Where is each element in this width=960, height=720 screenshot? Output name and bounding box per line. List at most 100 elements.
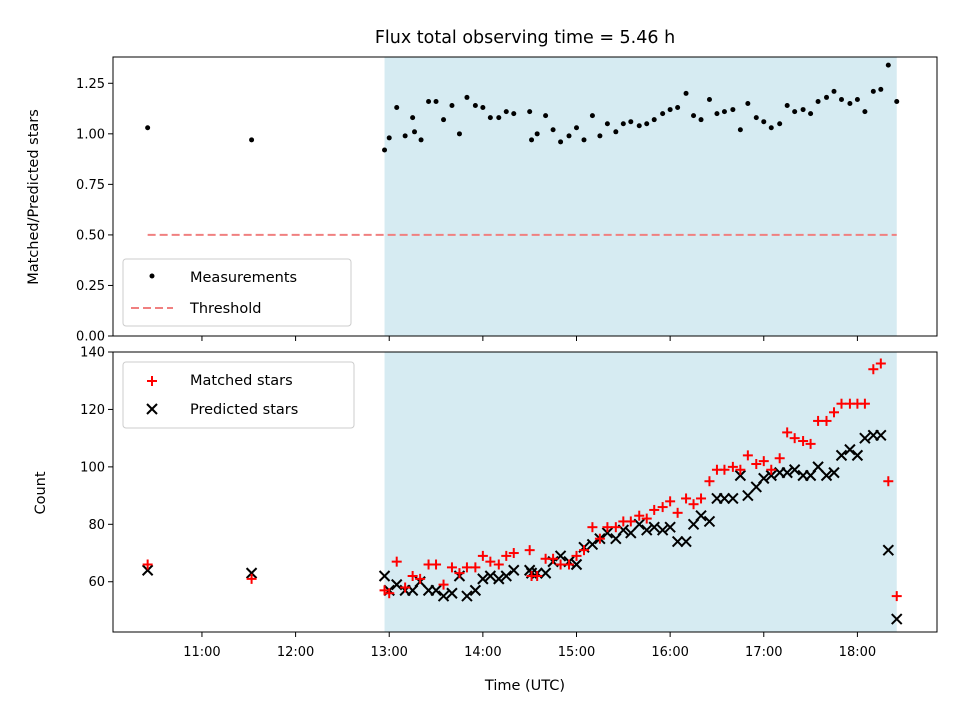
matched-star-point <box>246 573 257 584</box>
matched-star-point <box>610 522 621 533</box>
predicted-star-point <box>844 443 856 456</box>
predicted-star-point <box>835 449 848 462</box>
bottom-y-tick-label: 60 <box>88 575 105 590</box>
matched-star-point <box>798 436 809 447</box>
predicted-star-point <box>671 535 684 548</box>
matched-star-point <box>587 522 598 533</box>
matched-star-point <box>461 562 472 573</box>
bottom-y-tick-label: 120 <box>80 403 105 418</box>
measurement-point <box>418 137 424 143</box>
predicted-star-point <box>641 524 653 536</box>
measurement-point <box>675 105 681 111</box>
bottom-x-tick-label: 16:00 <box>651 645 688 660</box>
legend-threshold-label: Threshold <box>189 301 261 317</box>
matched-star-point <box>657 502 668 513</box>
bottom-x-tick-label: 13:00 <box>370 645 407 660</box>
measurement-point <box>487 115 493 121</box>
measurement-point <box>683 90 689 96</box>
measurement-point <box>464 94 470 100</box>
measurement-point <box>527 109 533 115</box>
measurement-point <box>441 117 447 123</box>
top-y-tick-label: 0.75 <box>76 178 105 193</box>
bottom-y-axis-title: Count <box>33 471 49 514</box>
bottom-x-tick-label: 12:00 <box>277 645 314 660</box>
top-x-ticks <box>201 336 858 341</box>
measurement-point <box>529 137 535 143</box>
measurement-point <box>394 105 400 111</box>
measurement-point <box>574 125 579 131</box>
measurement-point <box>784 103 790 109</box>
predicted-star-point <box>539 567 552 579</box>
predicted-star-point <box>788 464 801 476</box>
predicted-star-point <box>378 570 391 582</box>
legend-matched-marker <box>147 376 157 386</box>
matched-star-point <box>470 562 481 573</box>
measurement-point <box>660 111 666 117</box>
bottom-y-axis: 60 80 100 120 140 <box>80 346 113 590</box>
matched-star-point <box>571 550 582 561</box>
bottom-y-tick-label: 140 <box>80 346 105 361</box>
predicted-star-point <box>734 469 747 482</box>
predicted-star-point <box>703 515 716 528</box>
matched-star-point <box>594 533 605 544</box>
measurement-point <box>847 101 853 106</box>
matched-star-point <box>704 476 715 487</box>
matched-star-point <box>727 461 738 472</box>
predicted-star-point <box>695 509 707 522</box>
measurement-point <box>628 119 634 125</box>
measurement-point <box>511 111 517 117</box>
top-y-axis: 0.00 0.25 0.50 0.75 1.00 1.25 <box>76 77 113 345</box>
measurement-point <box>644 121 650 127</box>
measurement-point <box>698 117 704 123</box>
top-legend-box <box>122 258 352 327</box>
matched-star-point <box>625 516 636 527</box>
bottom-legend: Matched stars Predicted stars <box>122 361 355 429</box>
predicted-star-point <box>680 535 692 548</box>
predicted-star-point <box>601 527 614 539</box>
matched-star-point <box>735 464 746 475</box>
matched-star-point <box>672 507 683 518</box>
measurement-point <box>480 105 486 111</box>
matched-star-point <box>868 364 879 375</box>
measurement-point <box>714 111 720 117</box>
measurement-point <box>667 107 673 113</box>
measurement-point <box>721 109 727 115</box>
measurement-point <box>894 98 900 104</box>
matched-star-point <box>477 550 488 561</box>
bottom-observing-window <box>384 352 897 632</box>
predicted-star-point <box>469 584 482 597</box>
measurement-point <box>792 109 798 115</box>
matched-star-point <box>696 493 707 504</box>
matched-star-point <box>751 459 762 469</box>
matched-star-point <box>548 553 559 564</box>
x-axis-title: Time (UTC) <box>484 678 565 694</box>
measurement-point <box>768 125 774 131</box>
matched-star-point <box>859 398 870 409</box>
legend-predicted-marker <box>146 403 158 415</box>
matched-star-point <box>782 427 793 438</box>
bottom-x-tick-label: 11:00 <box>183 645 220 660</box>
predicted-star-point <box>430 584 442 597</box>
matched-star-point <box>142 559 153 570</box>
matched-star-point <box>485 556 496 567</box>
matched-star-point <box>688 499 699 510</box>
predicted-star-point <box>758 472 770 485</box>
matched-star-point <box>564 559 575 570</box>
measurement-point <box>503 109 509 115</box>
predicted-star-point <box>648 521 660 533</box>
predicted-star-point <box>633 518 645 531</box>
matched-star-point <box>829 407 839 418</box>
predicted-star-point <box>859 432 871 444</box>
predicted-star-point <box>141 564 154 576</box>
measurement-point <box>620 121 626 127</box>
matched-star-point <box>681 493 692 504</box>
matched-stars-series <box>142 358 902 602</box>
predicted-star-point <box>891 613 903 625</box>
measurement-point <box>386 135 392 141</box>
predicted-star-point <box>781 466 793 479</box>
matched-star-point <box>641 513 652 524</box>
measurement-point <box>730 107 736 113</box>
matched-star-point <box>400 582 411 593</box>
measurement-point <box>870 88 876 94</box>
